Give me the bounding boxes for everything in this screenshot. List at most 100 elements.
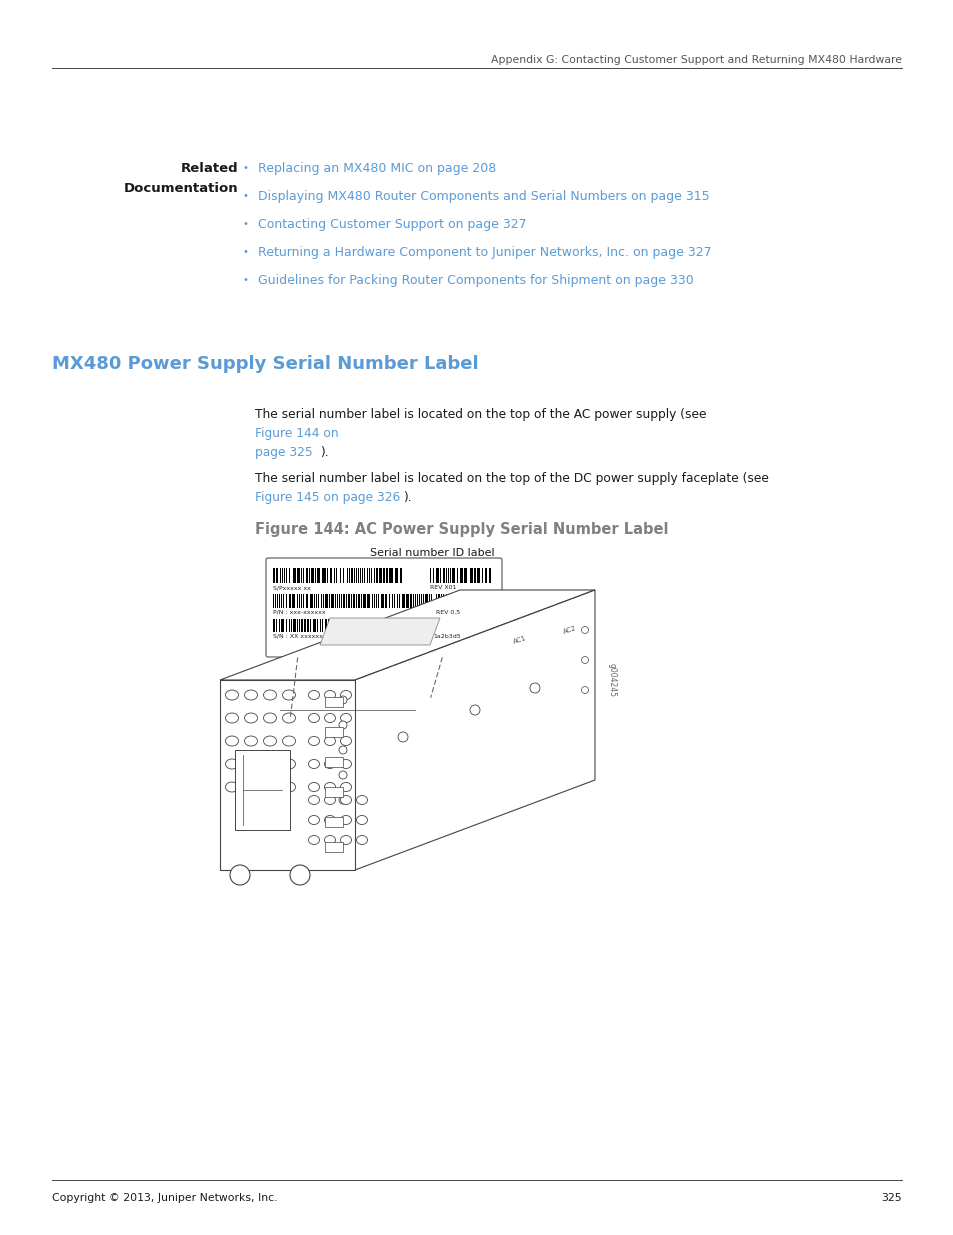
- Ellipse shape: [308, 795, 319, 804]
- Ellipse shape: [356, 836, 367, 845]
- Bar: [456, 619, 458, 632]
- Bar: [275, 568, 278, 583]
- Text: Appendix G: Contacting Customer Support and Returning MX480 Hardware: Appendix G: Contacting Customer Support …: [491, 56, 901, 65]
- Ellipse shape: [263, 736, 276, 746]
- Bar: [325, 594, 328, 608]
- Text: Figure 144 on: Figure 144 on: [254, 427, 338, 440]
- Bar: [459, 594, 461, 608]
- Bar: [474, 568, 476, 583]
- Bar: [281, 619, 284, 632]
- Bar: [305, 594, 308, 608]
- Bar: [361, 619, 364, 632]
- Ellipse shape: [324, 783, 335, 792]
- Bar: [293, 568, 295, 583]
- Bar: [278, 594, 280, 608]
- Ellipse shape: [324, 815, 335, 825]
- Bar: [445, 619, 446, 632]
- Bar: [314, 568, 316, 583]
- Bar: [467, 619, 468, 632]
- Circle shape: [230, 864, 250, 885]
- Ellipse shape: [308, 815, 319, 825]
- Bar: [353, 594, 355, 608]
- Circle shape: [338, 771, 347, 779]
- Ellipse shape: [282, 713, 295, 722]
- Ellipse shape: [263, 690, 276, 700]
- Polygon shape: [220, 680, 355, 869]
- Bar: [395, 568, 397, 583]
- Bar: [455, 594, 458, 608]
- Ellipse shape: [263, 782, 276, 792]
- Bar: [449, 594, 450, 608]
- Ellipse shape: [263, 713, 276, 722]
- Bar: [425, 619, 428, 632]
- Bar: [323, 568, 326, 583]
- Ellipse shape: [324, 736, 335, 746]
- Bar: [478, 619, 480, 632]
- Ellipse shape: [244, 736, 257, 746]
- Bar: [430, 568, 431, 583]
- Bar: [234, 750, 290, 830]
- Circle shape: [338, 697, 347, 704]
- Circle shape: [581, 657, 588, 663]
- Circle shape: [290, 864, 310, 885]
- Bar: [351, 568, 354, 583]
- Ellipse shape: [225, 713, 238, 722]
- Ellipse shape: [340, 714, 351, 722]
- Polygon shape: [319, 618, 439, 645]
- Bar: [376, 568, 377, 583]
- Bar: [311, 568, 314, 583]
- Circle shape: [338, 746, 347, 755]
- Ellipse shape: [244, 690, 257, 700]
- Bar: [485, 619, 486, 632]
- Text: Figure 145 on page 326: Figure 145 on page 326: [254, 492, 400, 504]
- Bar: [443, 594, 444, 608]
- Bar: [489, 594, 491, 608]
- Bar: [469, 568, 473, 583]
- Bar: [436, 568, 438, 583]
- Bar: [456, 568, 457, 583]
- Ellipse shape: [308, 736, 319, 746]
- Bar: [380, 594, 383, 608]
- Bar: [378, 568, 381, 583]
- Ellipse shape: [282, 782, 295, 792]
- Bar: [480, 594, 481, 608]
- Bar: [467, 594, 471, 608]
- Bar: [367, 594, 370, 608]
- Bar: [419, 619, 420, 632]
- Ellipse shape: [340, 736, 351, 746]
- Bar: [476, 568, 479, 583]
- Bar: [289, 594, 291, 608]
- Bar: [452, 619, 455, 632]
- Ellipse shape: [356, 795, 367, 804]
- Text: Copyright © 2013, Juniper Networks, Inc.: Copyright © 2013, Juniper Networks, Inc.: [52, 1193, 277, 1203]
- Ellipse shape: [340, 760, 351, 768]
- Ellipse shape: [340, 690, 351, 699]
- Circle shape: [470, 705, 479, 715]
- Bar: [436, 619, 437, 632]
- Bar: [310, 594, 313, 608]
- Bar: [368, 619, 370, 632]
- Ellipse shape: [282, 760, 295, 769]
- Bar: [294, 594, 295, 608]
- Ellipse shape: [308, 783, 319, 792]
- Bar: [325, 757, 343, 767]
- Bar: [426, 594, 428, 608]
- Ellipse shape: [340, 836, 351, 845]
- Bar: [398, 594, 400, 608]
- Bar: [431, 619, 432, 632]
- Bar: [325, 727, 343, 737]
- Text: ).: ).: [402, 492, 411, 504]
- Text: Documentation: Documentation: [123, 182, 237, 195]
- Bar: [447, 619, 448, 632]
- Ellipse shape: [324, 836, 335, 845]
- Ellipse shape: [356, 815, 367, 825]
- Polygon shape: [220, 590, 595, 680]
- Bar: [329, 568, 332, 583]
- Bar: [484, 568, 486, 583]
- Circle shape: [581, 626, 588, 634]
- Ellipse shape: [308, 760, 319, 768]
- Bar: [357, 594, 360, 608]
- Bar: [412, 594, 414, 608]
- Ellipse shape: [340, 783, 351, 792]
- Bar: [491, 619, 492, 632]
